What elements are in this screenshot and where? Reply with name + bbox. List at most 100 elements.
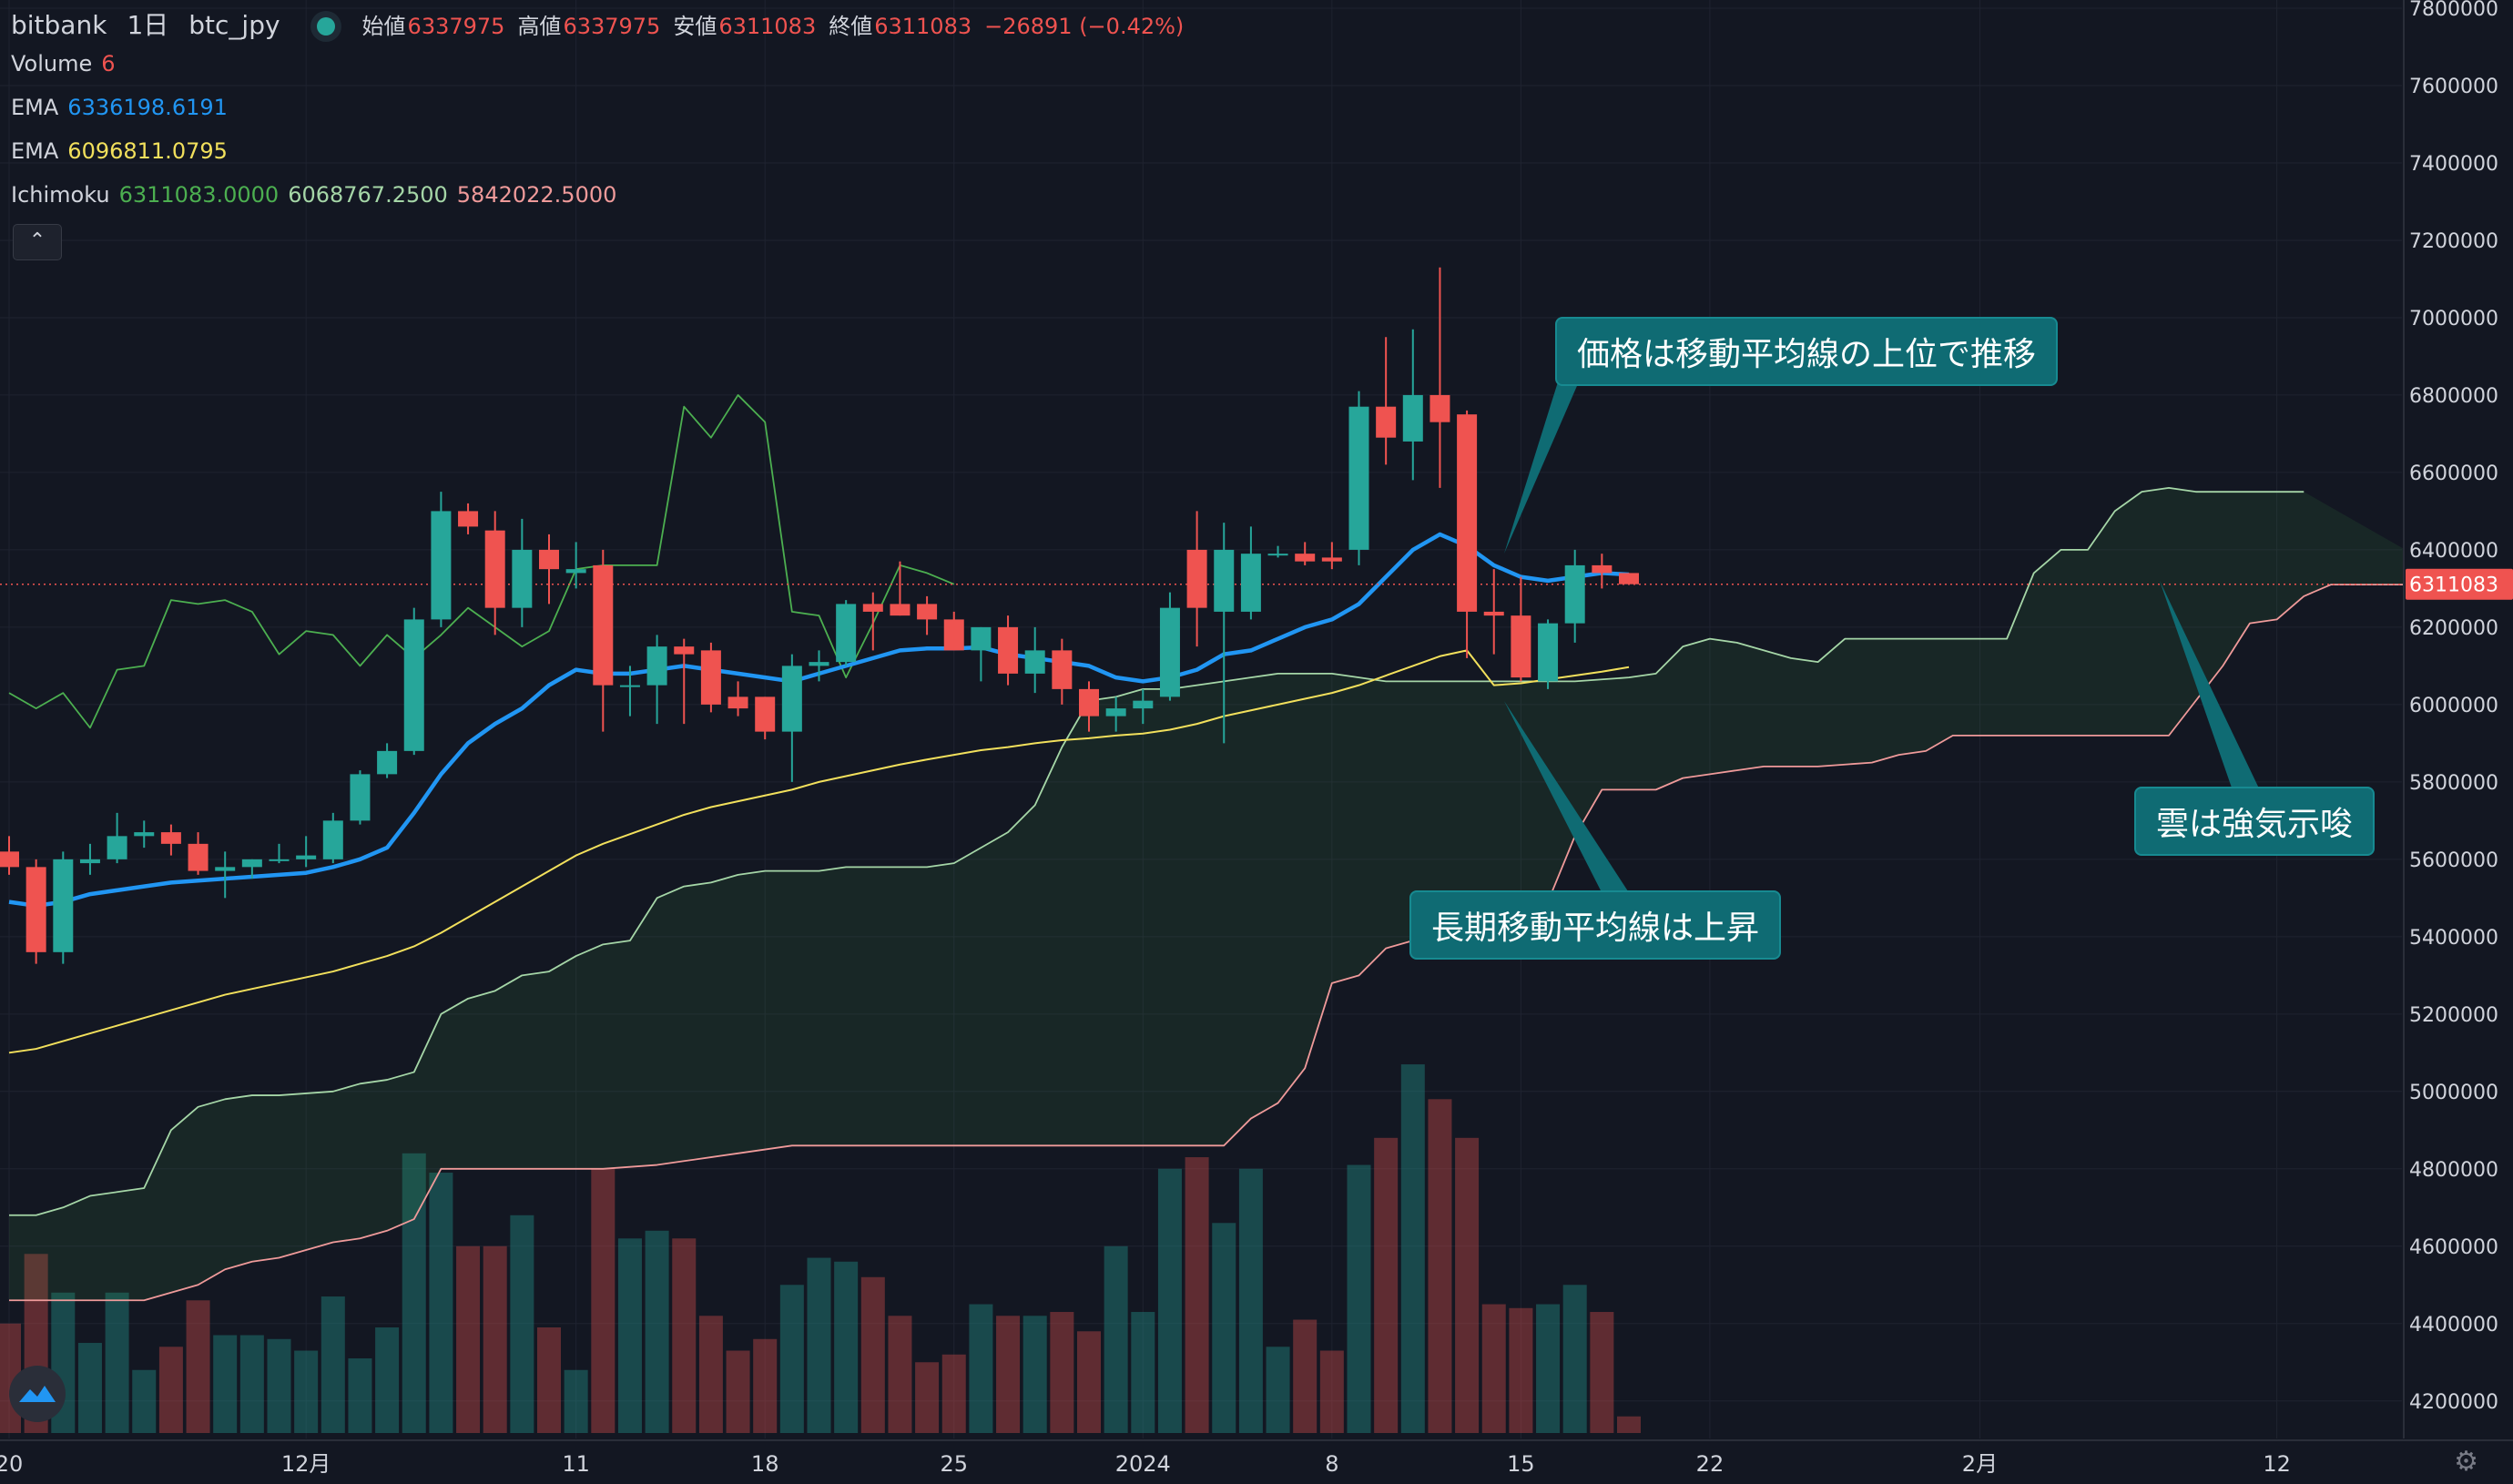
- candle-body: [917, 604, 938, 620]
- price-tick-label: 5000000: [2409, 1082, 2498, 1104]
- volume-bar: [1077, 1331, 1101, 1433]
- candle-body: [215, 867, 236, 871]
- candle-body: [1348, 406, 1369, 550]
- candle-body: [674, 646, 695, 655]
- candle-body: [539, 549, 559, 570]
- candle-body: [1024, 650, 1045, 674]
- legend-volume-value: 6: [101, 51, 116, 76]
- legend-pair[interactable]: btc_jpy: [188, 10, 280, 40]
- legend-ema-long[interactable]: EMA 6096811.0795: [11, 138, 237, 164]
- candle-body: [1376, 406, 1397, 438]
- candle-body: [1538, 623, 1559, 682]
- volume-bar: [1104, 1245, 1128, 1433]
- volume-bar: [375, 1327, 400, 1433]
- price-axis[interactable]: 4200000 4400000 4600000 4800000 5000000 52000…: [2403, 0, 2513, 1484]
- senkou-span-a-line: [9, 487, 2304, 1216]
- price-tick-label: 4800000: [2409, 1159, 2498, 1182]
- legend-open-value: 6337975: [407, 14, 505, 39]
- candle-body: [1133, 700, 1154, 709]
- time-tick-label: 25: [940, 1451, 968, 1477]
- legend-symbol[interactable]: bitbank: [11, 10, 107, 40]
- volume-bar: [294, 1350, 319, 1433]
- candle-body: [1592, 564, 1613, 574]
- price-tick-label: 4400000: [2409, 1314, 2498, 1337]
- candle-body: [241, 859, 262, 868]
- volume-bar: [483, 1245, 507, 1433]
- legend-interval[interactable]: 1日: [127, 10, 169, 40]
- candle-body: [809, 662, 829, 666]
- candle-body: [755, 696, 776, 732]
- tradingview-logo-icon[interactable]: [9, 1366, 66, 1422]
- legend-low-label: 安値: [673, 14, 717, 39]
- chart-settings-gear-icon[interactable]: ⚙: [2454, 1446, 2478, 1478]
- price-axis-background: [2404, 0, 2513, 1484]
- time-tick-label: 2月: [1962, 1451, 1998, 1477]
- candlesticks[interactable]: [0, 267, 1639, 964]
- grid-lines: [0, 0, 2402, 1438]
- legend-main: bitbank 1日 btc_jpy 始値6337975 高値6337975 安値6311…: [11, 5, 1196, 42]
- volume-bar: [1400, 1064, 1425, 1433]
- volume-bar: [1157, 1168, 1182, 1433]
- time-axis[interactable]: 20 12月 11 18 25 2024 8 15 22 2月 12: [0, 1439, 2513, 1477]
- volume-bar: [915, 1362, 940, 1433]
- candle-body: [593, 564, 614, 686]
- candle-body: [836, 604, 857, 663]
- volume-bar: [941, 1354, 966, 1433]
- ema-long-line: [8, 649, 1630, 1054]
- time-tick-label: 22: [1696, 1451, 1725, 1477]
- volume-bar: [1238, 1168, 1263, 1433]
- candle-body: [1159, 607, 1180, 697]
- price-tick-label: 7600000: [2409, 76, 2498, 98]
- ichimoku-cloud: [9, 487, 2467, 1301]
- candle-body: [943, 619, 964, 651]
- volume-bar: [77, 1343, 102, 1433]
- legend-change: −26891 (−0.42%): [984, 14, 1185, 39]
- candle-body: [1483, 611, 1504, 616]
- candle-body: [619, 685, 640, 687]
- legend-low-value: 6311083: [718, 14, 817, 39]
- volume-bar: [1481, 1304, 1506, 1433]
- price-tick-label: 7800000: [2409, 0, 2498, 21]
- candle-body: [1321, 557, 1342, 562]
- volume-bar: [1266, 1347, 1290, 1433]
- candle-body: [79, 859, 100, 864]
- volume-bar: [1455, 1137, 1480, 1433]
- legend-collapse-button[interactable]: ⌃: [13, 224, 62, 260]
- callout-pointers: [1504, 373, 2260, 894]
- legend-ema-short-label: EMA: [11, 95, 59, 120]
- price-tick-label: 6000000: [2409, 695, 2498, 717]
- candle-body: [512, 549, 533, 608]
- volume-bar: [1293, 1319, 1318, 1433]
- time-tick-label: 12月: [281, 1451, 331, 1477]
- volume-bar: [1617, 1416, 1641, 1433]
- candle-body: [890, 604, 911, 616]
- candle-body: [188, 843, 209, 871]
- candle-body: [350, 774, 371, 821]
- volume-bar: [402, 1153, 426, 1433]
- candle-body: [1267, 554, 1288, 556]
- legend-ema-short-value: 6336198.6191: [67, 95, 228, 120]
- candle-body: [646, 646, 667, 686]
- callout-pointer-above-ma: [1504, 373, 1582, 554]
- volume-bar: [1374, 1137, 1399, 1433]
- volume-bar: [860, 1276, 885, 1433]
- candle-body: [377, 750, 398, 775]
- legend-volume-label: Volume: [11, 51, 93, 76]
- volume-bar: [105, 1292, 129, 1433]
- candle-body: [107, 836, 127, 859]
- candle-body: [1079, 688, 1099, 717]
- legend-open-label: 始値: [361, 14, 406, 39]
- legend-ichimoku-label: Ichimoku: [11, 182, 110, 208]
- volume-bar: [320, 1296, 345, 1433]
- legend-ema-short[interactable]: EMA 6336198.6191: [11, 95, 237, 120]
- volume-bar: [807, 1257, 831, 1433]
- time-tick-label: 8: [1325, 1451, 1338, 1477]
- price-tick-label: 5600000: [2409, 849, 2498, 872]
- price-tick-label: 5200000: [2409, 1004, 2498, 1027]
- candle-body: [296, 855, 317, 859]
- legend-close-value: 6311083: [874, 14, 972, 39]
- legend-volume[interactable]: Volume 6: [11, 51, 125, 76]
- legend-ichimoku[interactable]: Ichimoku 6311083.0000 6068767.2500 5842022.…: [11, 182, 626, 208]
- legend-ema-long-label: EMA: [11, 138, 59, 164]
